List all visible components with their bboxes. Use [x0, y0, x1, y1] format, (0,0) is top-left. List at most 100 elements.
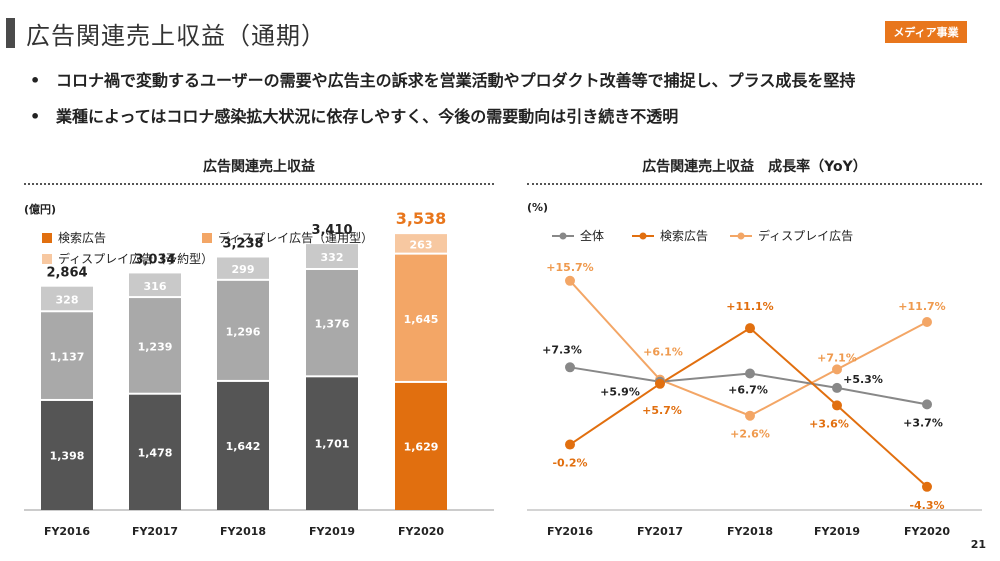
stacked-bar-chart: 1,398 1,137 328 2,864 FY2016 1,478 1,239 316 3,0…	[24, 209, 494, 538]
point-label-total: +5.9%	[600, 386, 640, 399]
bar-segment-search	[129, 394, 181, 510]
bar-segment-display-operational	[129, 298, 181, 393]
line-chart-title: 広告関連売上収益 成長率（YoY）	[642, 159, 867, 175]
point-total	[565, 362, 575, 373]
point-label-display: +7.1%	[817, 351, 857, 364]
point-label-display: +2.6%	[730, 428, 770, 441]
line-chart-divider	[527, 183, 982, 185]
page-title: 広告関連売上収益（通期）	[26, 22, 326, 50]
segment-badge: メディア事業	[885, 21, 967, 43]
point-display	[832, 364, 842, 375]
point-total	[832, 382, 842, 393]
legend-label-display-operational: ディスプレイ広告（運用型）	[218, 231, 374, 245]
bullet-dot: •	[30, 71, 41, 90]
point-search	[922, 481, 932, 492]
legend-label-display-reserved: ディスプレイ広告（予約型）	[58, 252, 214, 266]
point-label-total: +3.7%	[903, 416, 943, 429]
legend-swatch-search	[42, 232, 52, 243]
point-search	[655, 378, 665, 389]
series-line-search	[569, 326, 928, 488]
bar-label-display-operational: 1,376	[315, 318, 350, 331]
point-display	[565, 275, 575, 286]
legend-label-total: 全体	[580, 228, 604, 243]
bar-segment-display-operational	[217, 280, 269, 380]
point-label-display: +11.7%	[898, 300, 945, 313]
point-label-search: +11.1%	[726, 300, 773, 313]
point-label-total: +5.3%	[843, 373, 883, 386]
bar-x-tick-label: FY2020	[398, 525, 444, 538]
bar-label-search: 1,478	[138, 446, 173, 459]
point-label-total: +7.3%	[542, 343, 582, 356]
point-search	[832, 400, 842, 411]
bar-label-display-reserved: 332	[321, 251, 344, 264]
bar-segment-search	[395, 382, 447, 510]
line-x-tick-label: FY2019	[814, 525, 860, 538]
bar-total-label: 3,410	[311, 223, 352, 238]
bar-segment-display-reserved	[395, 234, 447, 253]
legend-display-operational: ディスプレイ広告（運用型）	[202, 229, 373, 246]
bullet-item: • コロナ禍で変動するユーザーの需要や広告主の訴求を営業活動やプロダクト改善等で捕…	[30, 70, 855, 106]
bullet-text: 業種によってはコロナ感染拡大状況に依存しやすく、今後の需要動向は引き続き不透明	[56, 107, 679, 126]
point-label-total: +6.7%	[728, 383, 768, 396]
bullet-text: コロナ禍で変動するユーザーの需要や広告主の訴求を営業活動やプロダクト改善等で捕捉…	[56, 71, 856, 90]
page-number: 21	[970, 538, 986, 551]
bar-total-label: 3,538	[396, 209, 447, 228]
bullet-item: • 業種によってはコロナ感染拡大状況に依存しやすく、今後の需要動向は引き続き不透明	[30, 106, 855, 142]
bar-segment-display-reserved	[41, 286, 93, 311]
bar-total-label: 3,238	[222, 236, 263, 251]
title-accent-bar	[6, 18, 15, 48]
bar-total-label: 3,034	[134, 252, 175, 267]
bar-total-label: 2,864	[46, 266, 87, 281]
point-label-search: -4.3%	[909, 499, 944, 512]
bar-label-display-operational: 1,137	[50, 351, 85, 364]
bar-label-search: 1,398	[50, 449, 85, 462]
point-total	[922, 399, 932, 410]
point-label-display: +6.1%	[643, 346, 683, 359]
point-label-search: +5.7%	[642, 404, 682, 417]
bar-segment-display-reserved	[129, 273, 181, 297]
bar-chart-title: 広告関連売上収益	[203, 159, 315, 175]
bar-x-tick-label: FY2017	[132, 525, 178, 538]
legend-marker-search	[639, 232, 647, 240]
bar-label-search: 1,701	[315, 438, 350, 451]
legend-marker-display	[737, 232, 745, 240]
bullet-dot: •	[30, 107, 41, 126]
bar-chart-unit: (億円)	[24, 203, 57, 216]
bar-segment-display-operational	[41, 312, 93, 399]
legend-swatch-display-reserved	[42, 253, 52, 264]
bar-label-display-reserved: 316	[144, 280, 167, 293]
line-x-tick-label: FY2020	[904, 525, 950, 538]
point-label-display: +15.7%	[546, 261, 593, 274]
bar-segment-display-operational	[306, 269, 358, 376]
bar-label-display-operational: 1,296	[226, 325, 261, 338]
line-x-tick-label: FY2016	[547, 525, 593, 538]
bar-label-display-reserved: 299	[232, 263, 255, 276]
point-label-search: +3.6%	[809, 417, 849, 430]
point-search	[565, 439, 575, 450]
bar-x-tick-label: FY2019	[309, 525, 355, 538]
growth-line-chart: 全体 検索広告 ディスプレイ広告 +15.7% +6.1% +2.6% +7.1% +11.7…	[527, 228, 982, 538]
bar-x-tick-label: FY2018	[220, 525, 266, 538]
line-x-tick-label: FY2017	[637, 525, 683, 538]
bar-label-display-operational: 1,239	[138, 340, 173, 353]
summary-bullets: • コロナ禍で変動するユーザーの需要や広告主の訴求を営業活動やプロダクト改善等で捕…	[30, 70, 855, 142]
bar-label-search: 1,642	[226, 440, 261, 453]
bar-segment-display-reserved	[217, 257, 269, 279]
bar-segment-search	[217, 381, 269, 510]
bar-segment-display-operational	[395, 254, 447, 381]
bar-segment-search	[41, 400, 93, 510]
bar-x-tick-label: FY2016	[44, 525, 90, 538]
bar-label-display-operational: 1,645	[404, 313, 439, 326]
bar-label-display-reserved: 263	[410, 238, 433, 251]
legend-display-reserved: ディスプレイ広告（予約型）	[42, 250, 213, 267]
point-total	[745, 368, 755, 379]
line-x-tick-label: FY2018	[727, 525, 773, 538]
legend-marker-total	[559, 232, 567, 240]
legend-search: 検索広告	[42, 229, 106, 246]
legend-label-display: ディスプレイ広告	[758, 228, 853, 243]
point-display	[745, 410, 755, 421]
point-search	[745, 323, 755, 334]
bar-chart-divider	[24, 183, 494, 185]
point-display	[922, 316, 932, 327]
bar-label-search: 1,629	[404, 440, 439, 453]
